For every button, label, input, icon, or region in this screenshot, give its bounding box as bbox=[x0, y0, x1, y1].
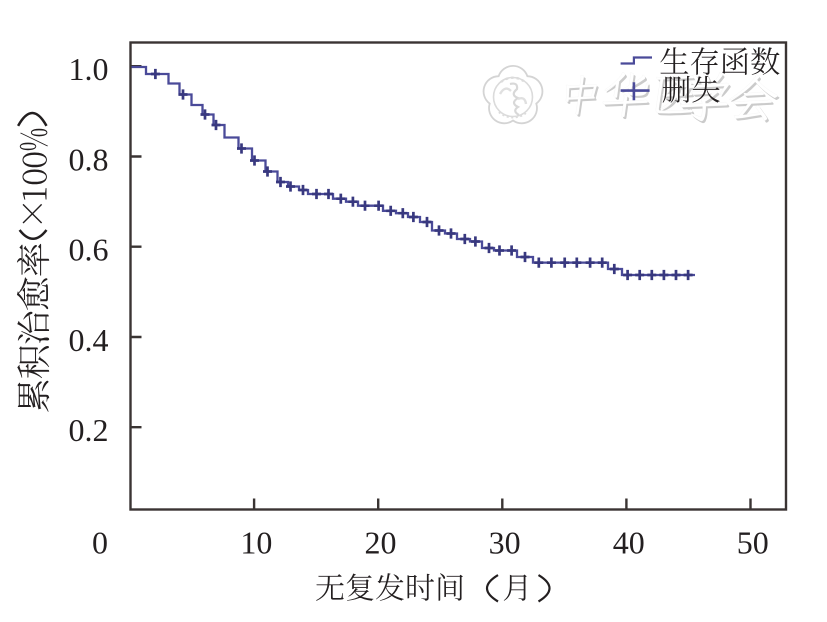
svg-text:0.2: 0.2 bbox=[69, 412, 109, 448]
svg-text:40: 40 bbox=[613, 525, 645, 561]
svg-text:0: 0 bbox=[92, 525, 108, 561]
svg-text:10: 10 bbox=[240, 525, 272, 561]
svg-text:0.6: 0.6 bbox=[69, 232, 109, 268]
svg-text:20: 20 bbox=[365, 525, 397, 561]
svg-text:30: 30 bbox=[489, 525, 521, 561]
svg-text:0.4: 0.4 bbox=[69, 322, 109, 358]
svg-text:1.0: 1.0 bbox=[69, 51, 109, 87]
svg-text:50: 50 bbox=[737, 525, 769, 561]
svg-text:0.8: 0.8 bbox=[69, 142, 109, 178]
